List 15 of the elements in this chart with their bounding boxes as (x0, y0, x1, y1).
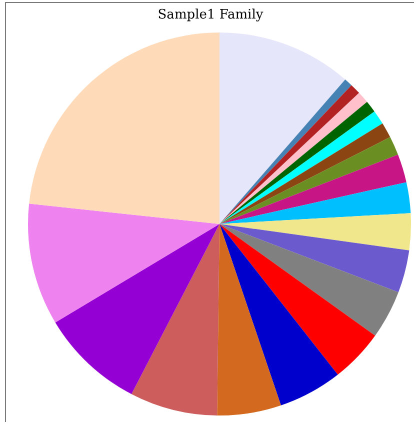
pie-slice (220, 32, 346, 224)
pie-slice (131, 224, 220, 416)
chart-title: Sample1 Family (158, 7, 264, 22)
pie-slice (220, 154, 406, 224)
pie-slice (220, 224, 410, 292)
pie-slice (220, 224, 376, 375)
pie-slice (217, 224, 281, 416)
pie-slice (220, 224, 398, 336)
pie-slice (29, 32, 220, 224)
pie-slice (220, 224, 338, 406)
pie-slice (220, 213, 411, 250)
pie-slice (220, 182, 411, 224)
pie-slice (55, 224, 220, 394)
pie-slice (220, 137, 398, 224)
pie-slice (28, 204, 220, 323)
